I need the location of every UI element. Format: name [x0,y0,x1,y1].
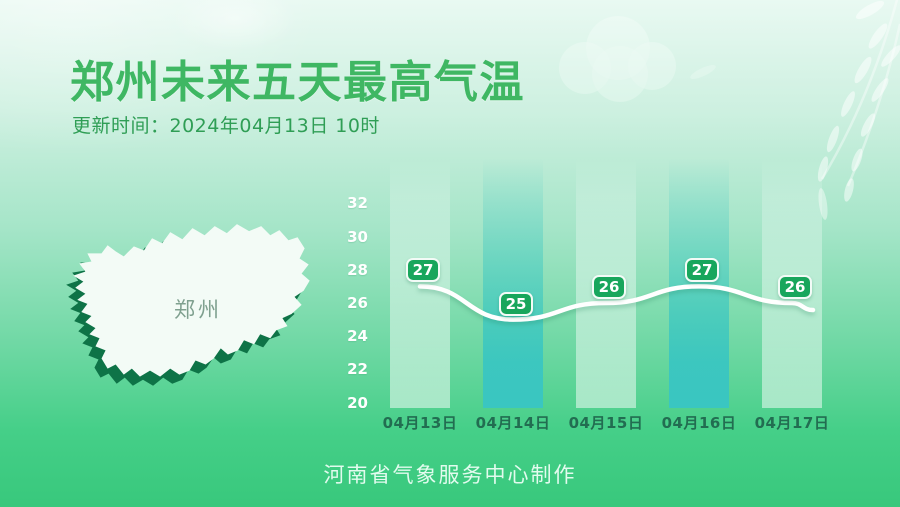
footer-credit: 河南省气象服务中心制作 [323,463,577,487]
temp-bar [669,158,729,408]
temp-badge: 26 [592,275,626,299]
temperature-chart: 32 30 28 26 24 22 20 27 25 26 27 26 04月13日 04月14日 04… [335,158,840,453]
y-axis-tick: 28 [347,260,368,279]
y-axis-tick: 22 [347,360,368,379]
temp-badge: 25 [499,291,533,316]
temp-badge: 26 [778,275,812,299]
temp-bar [390,158,450,408]
temp-bar [483,158,543,408]
y-axis-tick: 20 [347,393,368,412]
x-axis-label: 04月17日 [754,414,830,432]
temp-badge: 27 [685,258,719,283]
update-time: 更新时间：2024年04月13日 10时 [72,115,380,137]
y-axis-tick: 24 [347,327,368,346]
y-axis-tick: 30 [347,227,368,246]
x-axis-label: 04月16日 [661,414,737,432]
x-axis-label: 04月13日 [382,414,458,432]
cloud-icon [559,16,716,102]
temp-badge: 27 [406,258,440,283]
zhengzhou-map: 郑州 [60,216,330,408]
page-title: 郑州未来五天最高气温 [70,57,525,108]
map-label: 郑州 [174,298,222,322]
willow-branch-icon [817,0,900,220]
y-axis-tick: 32 [347,194,368,213]
zhengzhou-map-shape [66,224,310,386]
y-axis-tick: 26 [347,294,368,312]
x-axis-label: 04月14日 [475,414,551,432]
x-axis-label: 04月15日 [568,414,644,432]
